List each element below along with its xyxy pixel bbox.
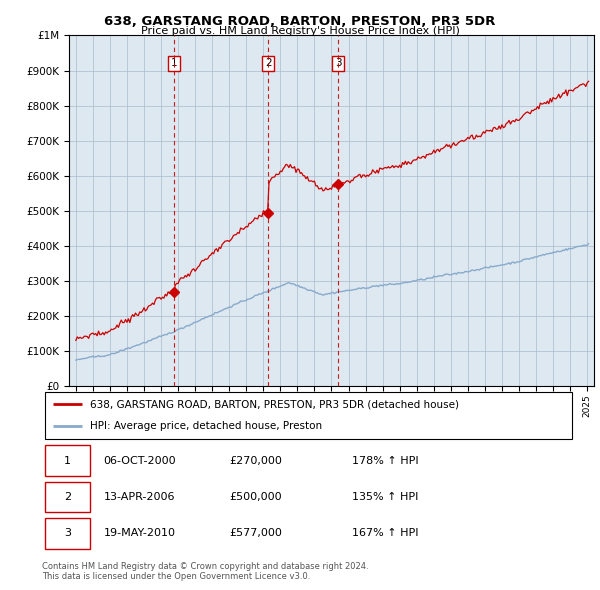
Text: HPI: Average price, detached house, Preston: HPI: Average price, detached house, Pres…: [90, 421, 322, 431]
Text: 638, GARSTANG ROAD, BARTON, PRESTON, PR3 5DR (detached house): 638, GARSTANG ROAD, BARTON, PRESTON, PR3…: [90, 399, 459, 409]
Text: 178% ↑ HPI: 178% ↑ HPI: [352, 455, 418, 466]
FancyBboxPatch shape: [44, 482, 90, 512]
Text: 167% ↑ HPI: 167% ↑ HPI: [352, 529, 418, 539]
FancyBboxPatch shape: [44, 392, 572, 438]
Text: £270,000: £270,000: [229, 455, 282, 466]
Text: £577,000: £577,000: [229, 529, 282, 539]
Text: 19-MAY-2010: 19-MAY-2010: [103, 529, 175, 539]
Text: 06-OCT-2000: 06-OCT-2000: [103, 455, 176, 466]
Text: Price paid vs. HM Land Registry's House Price Index (HPI): Price paid vs. HM Land Registry's House …: [140, 26, 460, 36]
Text: 3: 3: [64, 529, 71, 539]
Text: 638, GARSTANG ROAD, BARTON, PRESTON, PR3 5DR: 638, GARSTANG ROAD, BARTON, PRESTON, PR3…: [104, 15, 496, 28]
Text: 2: 2: [64, 492, 71, 502]
Text: 1: 1: [64, 455, 71, 466]
FancyBboxPatch shape: [44, 445, 90, 476]
Text: 3: 3: [335, 58, 341, 68]
Text: £500,000: £500,000: [229, 492, 281, 502]
FancyBboxPatch shape: [44, 518, 90, 549]
Text: 1: 1: [170, 58, 178, 68]
Text: Contains HM Land Registry data © Crown copyright and database right 2024.: Contains HM Land Registry data © Crown c…: [42, 562, 368, 571]
Text: This data is licensed under the Open Government Licence v3.0.: This data is licensed under the Open Gov…: [42, 572, 310, 581]
Text: 135% ↑ HPI: 135% ↑ HPI: [352, 492, 418, 502]
Text: 13-APR-2006: 13-APR-2006: [103, 492, 175, 502]
Text: 2: 2: [265, 58, 271, 68]
